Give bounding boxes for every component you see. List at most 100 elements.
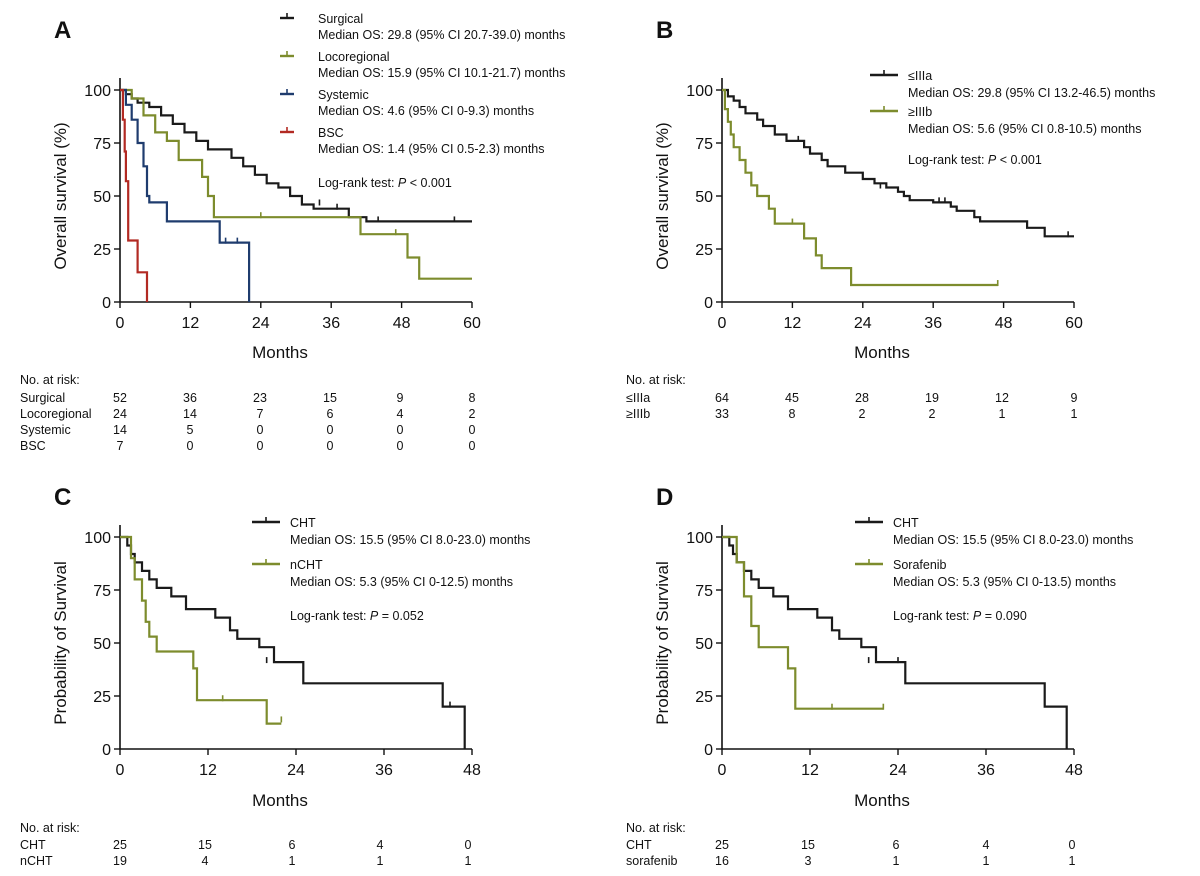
y-tick-label: 0 (102, 295, 111, 312)
risk-cell: 8 (789, 407, 796, 421)
risk-table-title: No. at risk: (20, 821, 80, 835)
panel-letter: C (54, 484, 71, 511)
logrank-value: = 0.090 (981, 609, 1027, 623)
legend-entry-name: CHT (893, 516, 919, 530)
logrank-prefix: Log-rank test: (908, 153, 988, 167)
risk-cell: 6 (327, 407, 334, 421)
logrank-prefix: Log-rank test: (318, 176, 398, 190)
y-tick-label: 75 (93, 583, 111, 600)
risk-cell: 4 (202, 854, 209, 868)
risk-table: No. at risk:Surgical 52 36 23 15 9 8Locoregion… (20, 373, 476, 453)
risk-cell: 7 (117, 439, 124, 453)
x-tick-label: 24 (854, 315, 872, 332)
panel-letter: B (656, 17, 673, 44)
risk-cell: 15 (198, 838, 212, 852)
legend-entry-name: Surgical (318, 12, 363, 26)
risk-cell: 5 (187, 423, 194, 437)
risk-cell: 1 (289, 854, 296, 868)
risk-cell: 19 (113, 854, 127, 868)
survival-curve-1 (120, 535, 282, 725)
x-tick-label: 12 (801, 762, 819, 779)
x-axis-label: Months (252, 791, 308, 810)
x-tick-label: 12 (182, 315, 200, 332)
logrank-value: = 0.052 (378, 609, 424, 623)
y-tick-label: 100 (84, 83, 111, 100)
risk-cell: 4 (377, 838, 384, 852)
survival-curve-1 (722, 535, 884, 710)
risk-cell: 3 (805, 854, 812, 868)
risk-cell: 0 (469, 423, 476, 437)
risk-row-label: nCHT (20, 854, 53, 868)
risk-cell: 1 (983, 854, 990, 868)
risk-cell: 45 (785, 391, 799, 405)
x-tick-label: 12 (199, 762, 217, 779)
y-tick-label: 25 (93, 242, 111, 259)
risk-cell: 25 (113, 838, 127, 852)
risk-cell: 12 (995, 391, 1009, 405)
risk-cell: 0 (397, 423, 404, 437)
y-tick-label: 25 (695, 689, 713, 706)
risk-cell: 4 (397, 407, 404, 421)
y-tick-label: 25 (695, 242, 713, 259)
y-tick-label: 0 (704, 295, 713, 312)
x-tick-label: 36 (924, 315, 942, 332)
panel-letter: A (54, 17, 71, 44)
legend-entry-name: nCHT (290, 558, 323, 572)
y-tick-label: 100 (686, 83, 713, 100)
y-tick-label: 50 (695, 636, 713, 653)
risk-cell: 1 (465, 854, 472, 868)
risk-cell: 6 (893, 838, 900, 852)
risk-row-label: Surgical (20, 391, 65, 405)
x-tick-label: 48 (393, 315, 411, 332)
y-axis-label: Probability of Survival (653, 561, 672, 724)
survival-curve-0 (120, 535, 466, 749)
risk-cell: 0 (327, 423, 334, 437)
y-tick-label: 75 (695, 583, 713, 600)
survival-curve-1 (722, 88, 998, 287)
risk-table-title: No. at risk: (20, 373, 80, 387)
x-tick-label: 24 (252, 315, 270, 332)
risk-cell: 16 (715, 854, 729, 868)
risk-cell: 1 (1069, 854, 1076, 868)
survival-curve-3 (120, 88, 149, 302)
survival-curve-1 (120, 88, 472, 280)
risk-cell: 8 (469, 391, 476, 405)
x-tick-label: 36 (375, 762, 393, 779)
risk-cell: 36 (183, 391, 197, 405)
y-tick-label: 50 (93, 636, 111, 653)
x-tick-label: 0 (718, 762, 727, 779)
x-tick-label: 0 (718, 315, 727, 332)
risk-cell: 52 (113, 391, 127, 405)
risk-row-label: Locoregional (20, 407, 92, 421)
risk-cell: 64 (715, 391, 729, 405)
y-axis-label: Probability of Survival (51, 561, 70, 724)
logrank-p: P (973, 609, 982, 623)
y-axis-label: Overall survival (%) (653, 122, 672, 269)
risk-cell: 0 (257, 423, 264, 437)
x-axis-label: Months (854, 343, 910, 362)
risk-cell: 2 (469, 407, 476, 421)
logrank-p: P (370, 609, 379, 623)
risk-cell: 0 (397, 439, 404, 453)
logrank-prefix: Log-rank test: (893, 609, 973, 623)
legend-entry-median: Median OS: 5.3 (95% CI 0-13.5) months (893, 575, 1116, 589)
x-tick-label: 36 (977, 762, 995, 779)
risk-row-label: BSC (20, 439, 46, 453)
legend-entry-median: Median OS: 15.5 (95% CI 8.0-23.0) months (290, 533, 530, 547)
risk-table: No. at risk: ≤IIIa 64 45 28 19 12 9 ≥IIIb 33 8 2 2 1 1 (626, 373, 1078, 421)
risk-cell: 1 (893, 854, 900, 868)
risk-cell: 1 (1071, 407, 1078, 421)
survival-curve-2 (120, 88, 251, 302)
logrank-p: P (988, 153, 997, 167)
risk-cell: 1 (999, 407, 1006, 421)
panel-c: C 0 25 50 75 100 0 12 24 36 48 Probability of Survi… (20, 484, 530, 868)
legend-entry-median: Median OS: 4.6 (95% CI 0-9.3) months (318, 104, 534, 118)
legend-entry-name: Sorafenib (893, 558, 947, 572)
risk-cell: 7 (257, 407, 264, 421)
x-tick-label: 24 (287, 762, 305, 779)
y-tick-label: 25 (93, 689, 111, 706)
risk-cell: 0 (1069, 838, 1076, 852)
risk-row-label: ≥IIIb (626, 407, 650, 421)
risk-row-label: Systemic (20, 423, 71, 437)
